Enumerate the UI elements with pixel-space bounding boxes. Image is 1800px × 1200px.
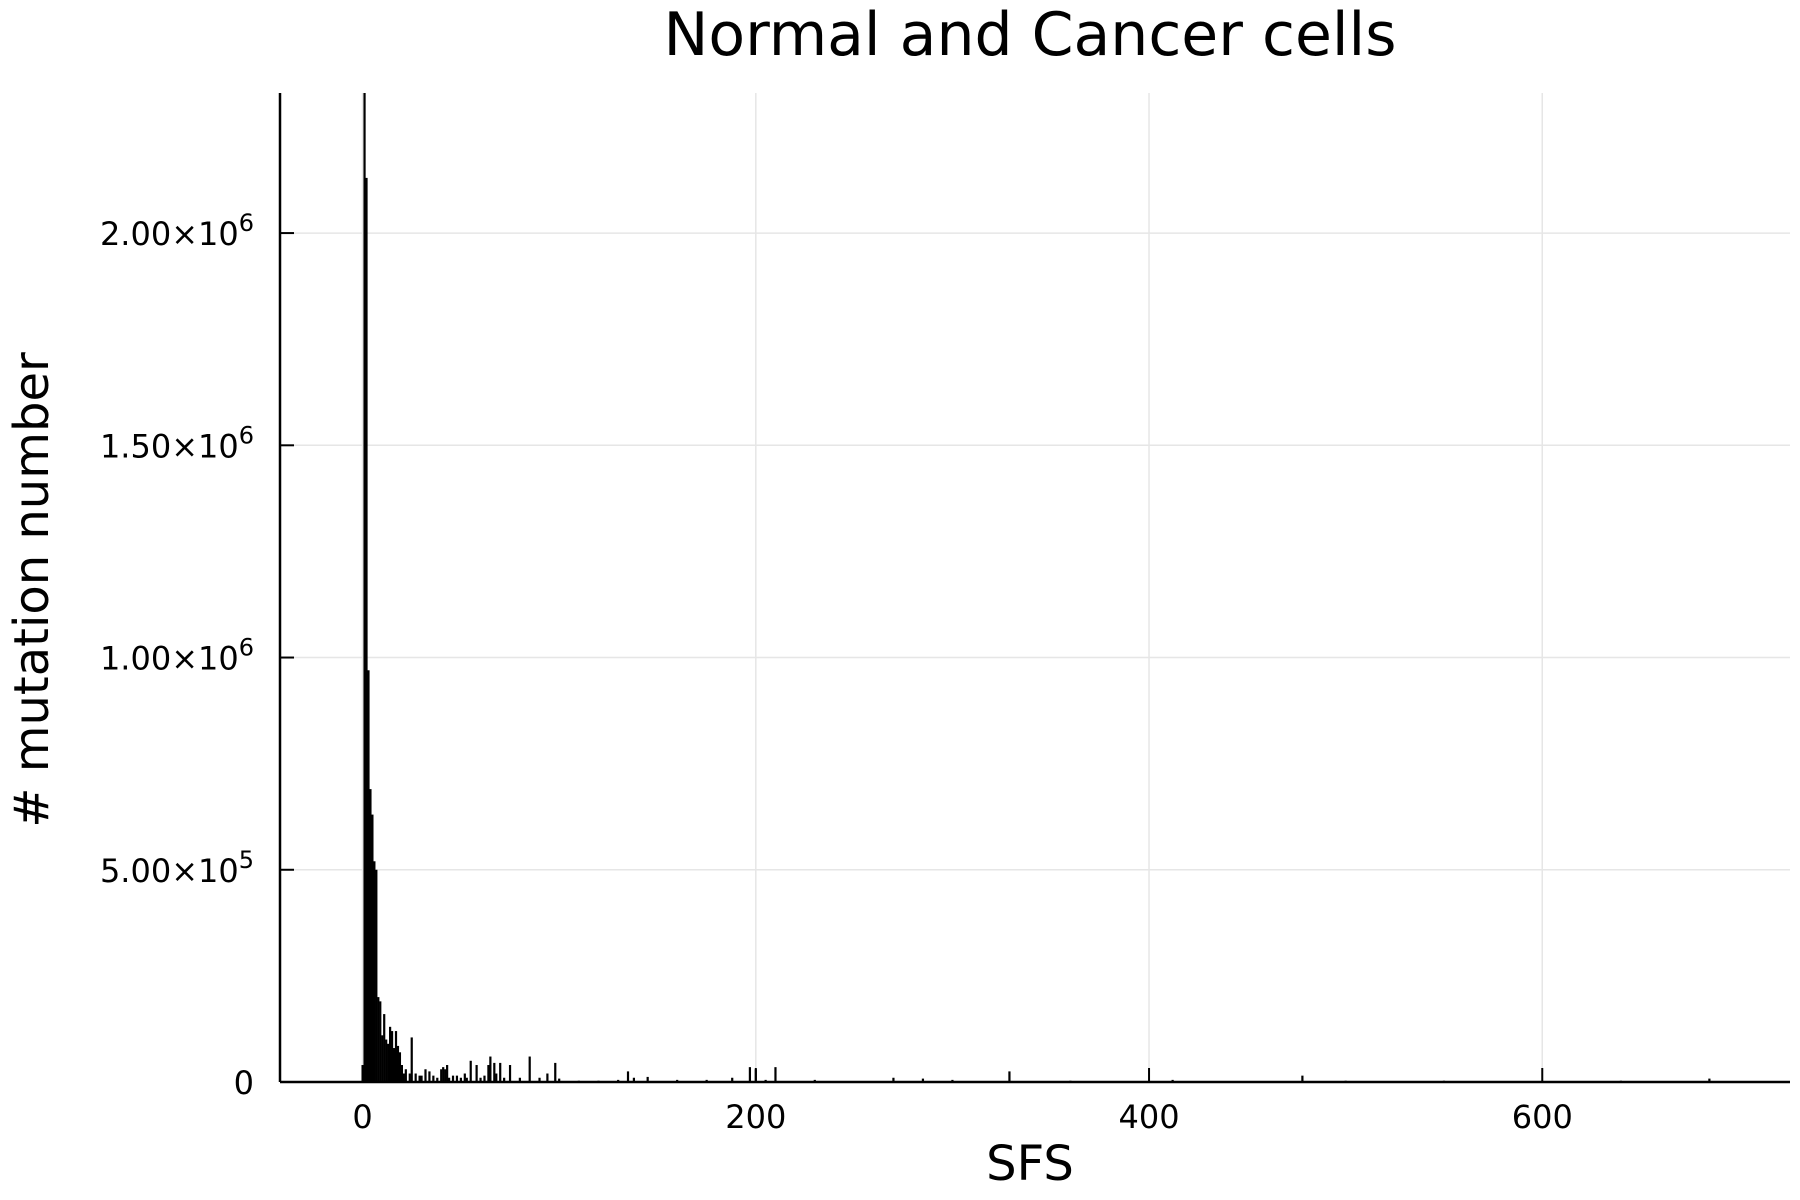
bar-79 [1301,1075,1304,1082]
bar-31 [436,1077,439,1082]
x-tick-label-2: 400 [1118,1098,1179,1136]
bar-27 [420,1075,423,1082]
bar-40 [463,1073,466,1082]
bar-3 [367,670,370,1082]
bar-47 [489,1056,492,1082]
y-tick-label-4: 2.00×106 [100,209,254,253]
bar-37 [451,1075,455,1082]
bar-28 [424,1069,427,1082]
bar-34 [444,1069,447,1082]
y-tick-label-2: 1.00×106 [100,634,254,678]
bar-62 [626,1071,630,1082]
bar-17 [394,1031,398,1082]
bar-71 [774,1067,777,1082]
bar-23 [408,1073,411,1082]
bar-26 [418,1075,421,1082]
bar-63 [632,1077,636,1082]
bar-13 [387,1043,390,1082]
bar-6 [373,861,376,1082]
bar-43 [475,1065,478,1082]
bar-73 [892,1077,895,1082]
bar-56 [546,1073,549,1082]
bar-22 [404,1069,407,1082]
chart-title: Normal and Cancer cells [664,0,1397,70]
bar-38 [455,1075,459,1082]
x-axis-label: SFS [986,1136,1074,1192]
bar-19 [398,1052,402,1082]
bar-8 [377,997,380,1082]
bar-83 [1708,1078,1711,1082]
bar-44 [479,1077,482,1082]
bar-32 [440,1069,443,1082]
bar-35 [446,1065,449,1082]
bar-2 [365,177,368,1082]
y-tick-label-3: 1.50×106 [100,421,254,465]
bar-54 [528,1056,531,1082]
bar-76 [1008,1071,1011,1082]
bar-21 [402,1073,405,1082]
bar-10 [381,1035,384,1082]
bar-58 [558,1078,561,1082]
bar-41 [465,1077,468,1082]
y-tick-label-0: 0 [234,1064,254,1102]
bar-29 [428,1071,431,1082]
bar-16 [392,1048,396,1082]
bar-50 [499,1062,502,1082]
bar-15 [390,1031,394,1082]
y-tick-label-1: 5.00×105 [100,846,254,890]
bar-7 [375,869,378,1082]
x-tick-label-3: 600 [1512,1098,1573,1136]
bar-46 [487,1065,490,1082]
bars [361,93,1711,1083]
bar-48 [493,1062,496,1082]
bar-36 [447,1077,451,1082]
bar-12 [385,1039,388,1082]
axes [278,93,1790,1084]
bar-39 [459,1077,462,1082]
bar-53 [518,1077,521,1082]
bar-25 [414,1073,417,1082]
bar-18 [396,1045,400,1082]
bar-14 [389,1026,392,1082]
bar-1 [363,93,366,1082]
bar-30 [432,1075,435,1082]
bar-52 [508,1065,512,1082]
bar-33 [442,1067,445,1082]
bar-42 [469,1060,472,1082]
bar-11 [383,1014,386,1082]
bar-67 [731,1077,734,1082]
bar-45 [483,1075,486,1082]
x-tick-label-1: 200 [725,1098,786,1136]
bar-68 [748,1067,752,1082]
bar-4 [369,789,372,1082]
bar-55 [538,1077,541,1082]
bar-9 [379,1001,382,1082]
bar-5 [371,814,374,1082]
bar-24 [410,1037,413,1082]
tick-labels: 0 200 400 600 0 5.00×105 1.00×106 1.50×106 2.00×… [100,209,1573,1136]
gridlines [280,93,1790,1082]
bar-49 [495,1073,498,1082]
bar-20 [400,1065,404,1082]
bar-64 [646,1076,649,1082]
x-tick-label-0: 0 [352,1098,372,1136]
y-axis-label: # mutation number [4,352,60,828]
bar-57 [554,1062,557,1082]
bar-51 [503,1077,506,1082]
bar-74 [921,1078,925,1082]
